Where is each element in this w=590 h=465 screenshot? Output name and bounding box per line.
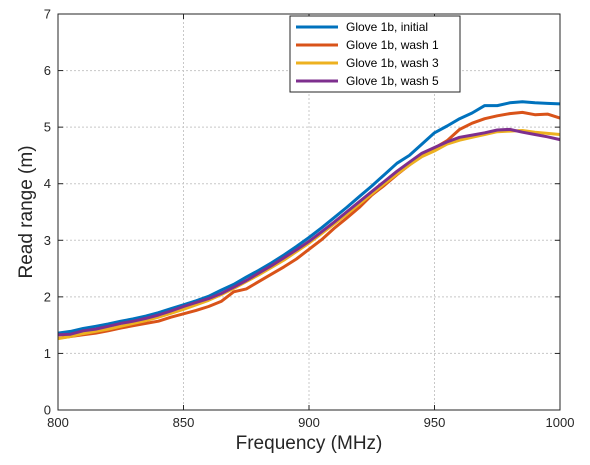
- x-tick-label: 950: [424, 415, 446, 430]
- legend-label-1: Glove 1b, initial: [346, 20, 428, 34]
- y-tick-label: 2: [44, 289, 51, 304]
- series-lines: [57, 100, 561, 341]
- y-tick-label: 3: [44, 233, 51, 248]
- x-tick-label: 1000: [546, 415, 575, 430]
- legend-label-2: Glove 1b, wash 1: [346, 38, 439, 52]
- legend: Glove 1b, initial Glove 1b, wash 1 Glove 1…: [289, 15, 461, 93]
- y-tick-label: 5: [44, 120, 51, 135]
- legend-label-4: Glove 1b, wash 5: [346, 74, 439, 88]
- x-tick-label: 900: [298, 415, 320, 430]
- y-tick-label: 0: [44, 403, 51, 418]
- axis-ticks: 800 850 900 950 1000 0 1 2 3 4 5 6 7: [44, 7, 575, 431]
- y-tick-label: 7: [44, 7, 51, 22]
- x-tick-label: 800: [47, 415, 69, 430]
- legend-label-3: Glove 1b, wash 3: [346, 56, 439, 70]
- x-tick-label: 850: [173, 415, 195, 430]
- y-tick-label: 1: [44, 346, 51, 361]
- series-line-1: [57, 100, 561, 335]
- x-axis-title: Frequency (MHz): [236, 433, 383, 454]
- series-line-2: [57, 110, 561, 340]
- y-tick-label: 6: [44, 63, 51, 78]
- y-axis-title: Read range (m): [16, 145, 37, 278]
- legend-box: [289, 15, 461, 93]
- series-line-4: [57, 127, 561, 337]
- y-tick-label: 4: [44, 176, 51, 191]
